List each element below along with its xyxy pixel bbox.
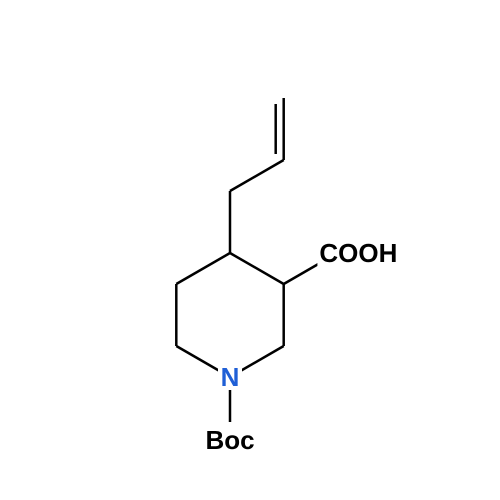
bond-allyl-a-b: [230, 160, 284, 191]
bond-n1-c2: [176, 346, 218, 371]
label-COOH: COOH: [319, 238, 397, 268]
bond-c3-c4: [176, 253, 230, 284]
label-Boc: Boc: [205, 425, 254, 455]
bond-c6-n1: [241, 346, 283, 371]
bond-c4-c5: [230, 253, 284, 284]
molecule-diagram: N Boc COOH: [0, 0, 500, 500]
label-N: N: [221, 362, 240, 392]
